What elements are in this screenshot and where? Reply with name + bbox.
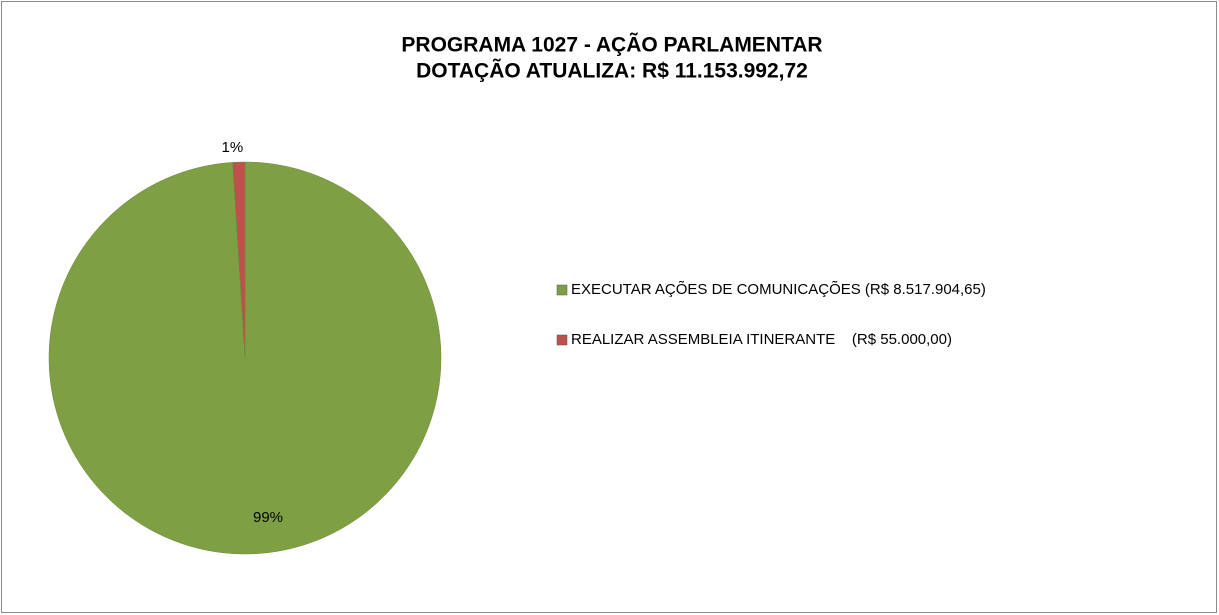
legend-label: REALIZAR ASSEMBLEIA ITINERANTE (R$ 55.00… — [571, 331, 952, 348]
legend-label: EXECUTAR AÇÕES DE COMUNICAÇÕES (R$ 8.517… — [571, 281, 986, 298]
data-label: 1% — [222, 139, 244, 156]
chart-title: DOTAÇÃO ATUALIZA: R$ 11.153.992,72 — [416, 60, 808, 83]
chart-title: PROGRAMA 1027 - AÇÃO PARLAMENTAR — [401, 34, 822, 57]
legend-swatch — [556, 284, 568, 296]
data-label: 99% — [253, 509, 283, 526]
legend-swatch — [556, 334, 568, 346]
pie-slice — [232, 161, 246, 359]
